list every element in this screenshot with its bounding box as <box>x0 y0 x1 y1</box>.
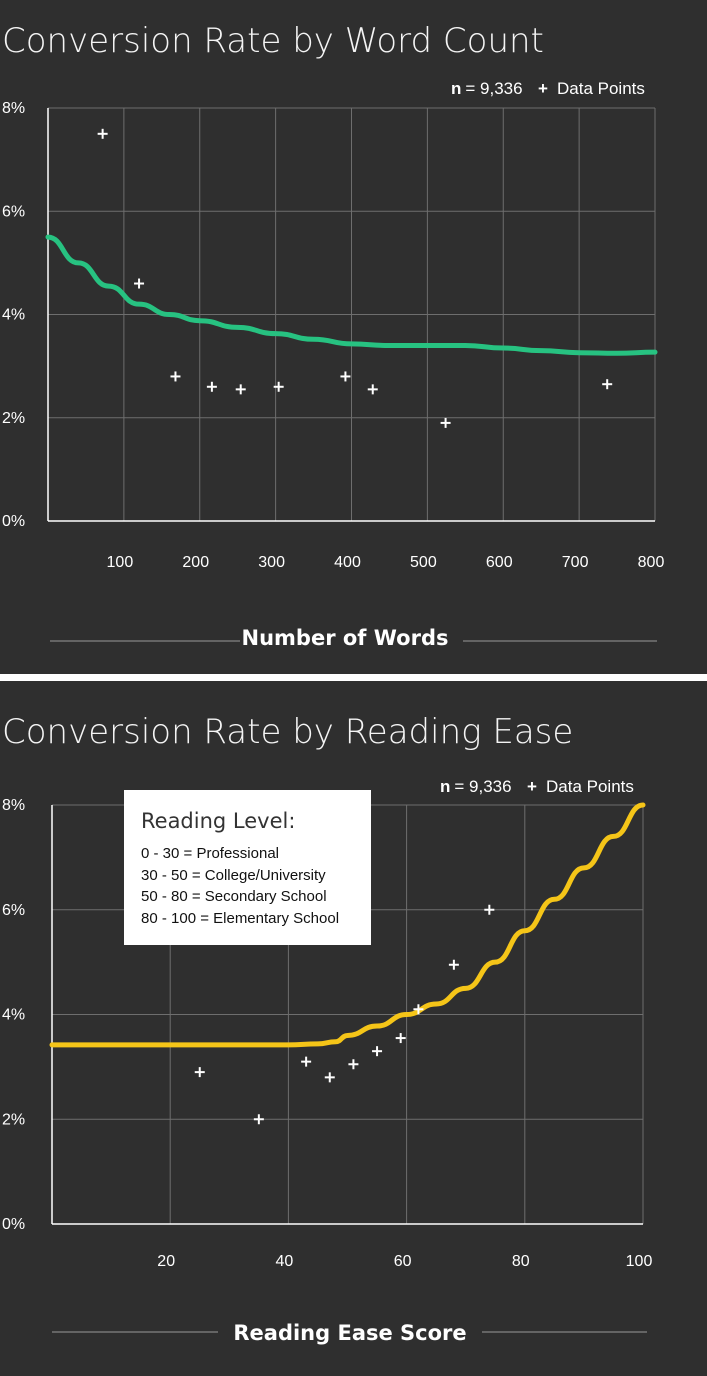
word-count-chart-panel: Conversion Rate by Word Count n = 9,336 +… <box>0 0 707 674</box>
x-tick-label: 60 <box>394 1253 412 1270</box>
data-point <box>253 1114 264 1125</box>
x-tick-label: 800 <box>638 554 665 571</box>
x-axis-ticks: 100 200 300 400 500 600 700 800 <box>107 554 665 571</box>
y-tick-label: 2% <box>2 1111 25 1128</box>
x-tick-label: 700 <box>562 554 589 571</box>
n-symbol: n <box>451 79 461 98</box>
y-tick-label: 8% <box>2 797 25 814</box>
data-point <box>395 1033 406 1044</box>
y-tick-label: 2% <box>2 410 25 427</box>
x-axis-title: Reading Ease Score <box>233 1321 466 1345</box>
grid <box>47 107 656 522</box>
reading-ease-chart-panel: Conversion Rate by Reading Ease n = 9,336… <box>0 681 707 1376</box>
x-tick-label: 300 <box>258 554 285 571</box>
data-point <box>340 371 351 382</box>
trend-line-group <box>45 234 658 356</box>
data-point <box>206 381 217 392</box>
x-tick-label: 400 <box>334 554 361 571</box>
data-point <box>273 381 284 392</box>
data-point <box>97 128 108 139</box>
y-tick-label: 0% <box>2 513 25 530</box>
data-point <box>235 384 246 395</box>
x-axis-ticks: 20 40 60 80 100 <box>157 1253 652 1270</box>
data-points-label: Data Points <box>546 777 634 796</box>
y-tick-label: 6% <box>2 203 25 220</box>
svg-text:n= 9,336: n = 9,336 <box>451 79 523 98</box>
y-tick-label: 4% <box>2 1007 25 1024</box>
data-points-group <box>194 904 495 1125</box>
data-point <box>324 1072 335 1083</box>
sample-size-legend: n = 9,336 + Data Points <box>440 777 634 796</box>
reading-ease-chart: Conversion Rate by Reading Ease n = 9,336… <box>2 712 652 1345</box>
x-tick-label: 600 <box>486 554 513 571</box>
data-points-group <box>97 128 613 428</box>
x-axis-title: Number of Words <box>242 626 449 650</box>
x-tick-label: 20 <box>157 1253 175 1270</box>
trend-line <box>45 234 658 356</box>
n-value: = 9,336 <box>454 777 511 796</box>
data-point <box>484 904 495 915</box>
x-tick-label: 500 <box>410 554 437 571</box>
n-value: = 9,336 <box>465 79 522 98</box>
data-point <box>448 959 459 970</box>
reading-level-box-bg <box>124 790 371 945</box>
data-point <box>367 384 378 395</box>
x-tick-label: 80 <box>512 1253 530 1270</box>
data-point <box>348 1059 359 1070</box>
reading-level-item: 50 - 80 = Secondary School <box>141 888 327 905</box>
reading-level-item: 80 - 100 = Elementary School <box>141 910 339 927</box>
x-tick-label: 200 <box>182 554 209 571</box>
y-axis-ticks: 0% 2% 4% 6% 8% <box>2 100 25 530</box>
data-point <box>134 278 145 289</box>
y-axis-ticks: 0% 2% 4% 6% 8% <box>2 797 25 1233</box>
trend-line <box>49 802 646 1048</box>
data-point <box>413 1004 424 1015</box>
reading-level-item: 30 - 50 = College/University <box>141 867 326 884</box>
reading-level-item: 0 - 30 = Professional <box>141 845 279 862</box>
y-tick-label: 6% <box>2 902 25 919</box>
data-points-marker: + <box>538 79 548 98</box>
n-symbol: n <box>440 777 450 796</box>
chart-title: Conversion Rate by Word Count <box>2 21 544 61</box>
data-points-label: Data Points <box>557 79 645 98</box>
reading-level-heading: Reading Level: <box>141 809 295 833</box>
data-point <box>372 1046 383 1057</box>
sample-size-legend: n = 9,336 + Data Points <box>451 79 645 98</box>
y-tick-label: 0% <box>2 1216 25 1233</box>
data-point <box>194 1067 205 1078</box>
x-tick-label: 100 <box>107 554 134 571</box>
data-point <box>602 379 613 390</box>
chart-title: Conversion Rate by Reading Ease <box>2 712 573 752</box>
trend-line-group <box>49 802 646 1048</box>
word-count-chart: Conversion Rate by Word Count n = 9,336 +… <box>2 21 665 650</box>
y-tick-label: 8% <box>2 100 25 117</box>
x-tick-label: 100 <box>626 1253 653 1270</box>
data-point <box>440 417 451 428</box>
svg-text:n= 9,336: n = 9,336 <box>440 777 512 796</box>
y-tick-label: 4% <box>2 307 25 324</box>
data-point <box>301 1056 312 1067</box>
data-point <box>170 371 181 382</box>
data-points-marker: + <box>527 777 537 796</box>
x-tick-label: 40 <box>276 1253 294 1270</box>
reading-level-box: Reading Level: 0 - 30 = Professional 30 … <box>124 790 371 945</box>
